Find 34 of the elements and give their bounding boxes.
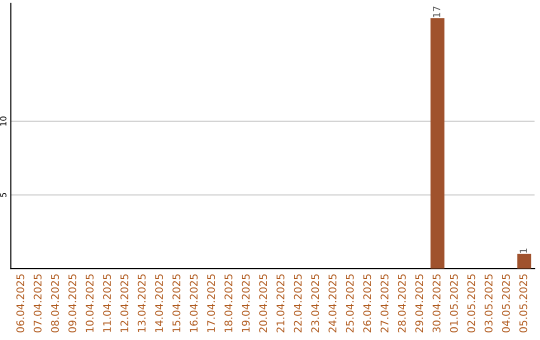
x-tick-label: 16.04.2025 xyxy=(190,274,198,332)
x-tick-label: 14.04.2025 xyxy=(155,274,163,332)
data-label: 17 xyxy=(433,6,440,18)
x-tick-label: 02.05.2025 xyxy=(467,274,476,332)
x-tick-label: 17.04.2025 xyxy=(207,274,216,332)
x-tick-label: 04.05.2025 xyxy=(502,274,510,332)
x-tick-label: 15.04.2025 xyxy=(172,274,180,332)
x-tick-label: 10.04.2025 xyxy=(86,274,94,332)
x-tick-label: 29.04.2025 xyxy=(415,274,424,332)
x-tick-label: 09.04.2025 xyxy=(68,274,76,332)
x-tick-label: 23.04.2025 xyxy=(311,274,320,332)
x-tick-label: 30.04.2025 xyxy=(432,274,440,332)
x-tick-label: 07.04.2025 xyxy=(34,274,42,332)
y-tick-label: 10 xyxy=(0,116,6,126)
x-tick-label: 22.04.2025 xyxy=(294,274,302,332)
x-tick-label: 18.04.2025 xyxy=(224,274,232,332)
x-tick-label: 26.04.2025 xyxy=(363,274,372,332)
x-tick-label: 24.04.2025 xyxy=(328,274,336,332)
x-tick-label: 20.04.2025 xyxy=(259,274,268,332)
x-tick-label: 13.04.2025 xyxy=(138,274,146,332)
x-tick-label: 08.04.2025 xyxy=(51,274,59,332)
x-tick-label: 05.05.2025 xyxy=(519,274,528,332)
x-tick-label: 03.05.2025 xyxy=(484,274,493,332)
x-tick-label: 19.04.2025 xyxy=(242,274,250,332)
x-tick-label: 01.05.2025 xyxy=(450,274,458,332)
data-label: 1 xyxy=(520,248,527,253)
x-tick-label: 11.04.2025 xyxy=(103,274,111,332)
x-tick-label: 21.04.2025 xyxy=(276,274,284,332)
x-tick-label: 27.04.2025 xyxy=(380,274,388,332)
x-tick-label: 06.04.2025 xyxy=(16,274,24,332)
y-tick-label: 5 xyxy=(0,193,6,197)
x-tick-label: 28.04.2025 xyxy=(398,274,406,332)
x-tick-label: 25.04.2025 xyxy=(346,274,354,332)
x-tick-label: 12.04.2025 xyxy=(120,274,128,332)
